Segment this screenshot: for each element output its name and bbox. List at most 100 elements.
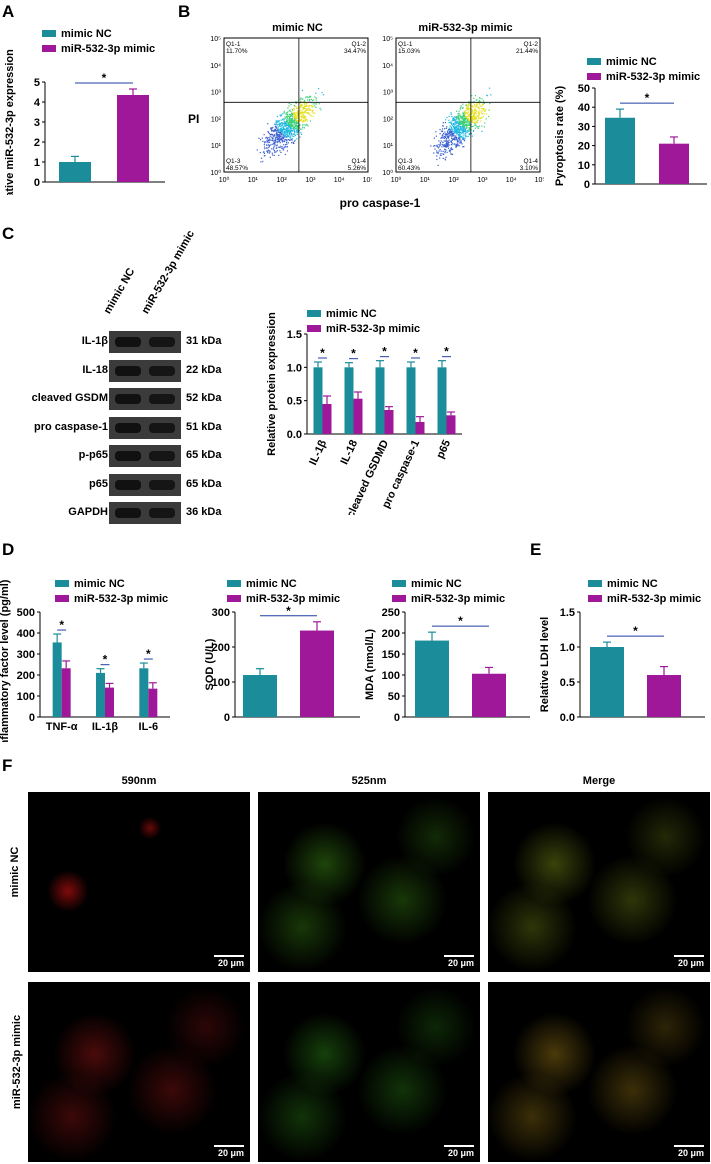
plot-frame bbox=[223, 37, 369, 173]
legend-label-mimic: miR-532-3p mimic bbox=[411, 593, 505, 605]
significance-star: * bbox=[645, 91, 650, 105]
legend-swatch-nc bbox=[392, 580, 406, 587]
legend-swatch-nc bbox=[307, 310, 321, 317]
flow-ylabel: PI bbox=[188, 112, 200, 126]
legend-label-nc: mimic NC bbox=[411, 578, 462, 590]
x-tick-label: 10⁵ bbox=[535, 177, 544, 184]
bar bbox=[415, 422, 425, 434]
quadrant-label: Q1-3 bbox=[226, 158, 241, 165]
bar bbox=[605, 117, 635, 184]
quadrant-value: 5.26% bbox=[348, 165, 367, 172]
x-tick-label: 10² bbox=[277, 177, 288, 184]
panel-letter-f: F bbox=[2, 756, 13, 775]
y-tick-label: 200 bbox=[382, 628, 400, 640]
bar bbox=[590, 647, 624, 717]
x-tick-label: 10⁰ bbox=[391, 176, 402, 184]
y-tick-label: 10⁵ bbox=[382, 36, 393, 43]
quadrant-label: Q1-1 bbox=[398, 41, 413, 48]
y-tick-label: 10¹ bbox=[211, 143, 222, 150]
significance-star: * bbox=[102, 71, 107, 85]
wb-row-label: p65 bbox=[89, 477, 108, 490]
y-tick-label: 2 bbox=[34, 137, 40, 149]
y-axis-label: Relative LDH level bbox=[540, 617, 551, 712]
flow-plot-mimic: Q1-115.03%Q1-221.44%Q1-360.43%Q1-43.10%1… bbox=[382, 36, 544, 184]
scale-bar bbox=[444, 1145, 474, 1147]
y-tick-label: 1.0 bbox=[287, 362, 302, 374]
y-tick-label: 100 bbox=[212, 677, 230, 689]
y-tick-label: 10³ bbox=[383, 90, 394, 97]
scale-label: 20 μm bbox=[217, 1148, 244, 1158]
quadrant-label: Q1-4 bbox=[352, 158, 367, 165]
wb-band bbox=[108, 358, 182, 383]
bar bbox=[96, 672, 105, 717]
y-tick-label: 400 bbox=[17, 628, 35, 640]
wb-band bbox=[108, 387, 182, 411]
y-tick-label: 0.5 bbox=[560, 677, 575, 689]
panel-letter-e: E bbox=[530, 540, 542, 559]
flow-plot-nc: Q1-111.70%Q1-234.47%Q1-348.57%Q1-45.26%1… bbox=[210, 36, 372, 184]
legend-label-nc: mimic NC bbox=[61, 28, 112, 40]
quadrant-label: Q1-2 bbox=[352, 41, 367, 48]
wb-kda-label: 31 kDa bbox=[186, 335, 222, 347]
legend-swatch-mimic bbox=[587, 73, 601, 80]
y-tick-label: 300 bbox=[17, 649, 35, 661]
bar bbox=[446, 415, 456, 434]
legend-swatch-nc bbox=[588, 580, 602, 587]
y-tick-label: 0 bbox=[584, 179, 590, 191]
legend-swatch-nc bbox=[587, 58, 601, 65]
significance-star: * bbox=[351, 347, 356, 361]
legend-label-nc: mimic NC bbox=[246, 578, 297, 590]
y-tick-label: 10⁰ bbox=[210, 169, 221, 177]
y-tick-label: 200 bbox=[212, 642, 230, 654]
chart-e: mimic NC miR-532-3p mimic 0.0 0.5 1.0 1.5 Rela… bbox=[540, 578, 705, 724]
y-tick-label: 150 bbox=[382, 649, 400, 661]
micro-image: 20 μm bbox=[258, 982, 480, 1162]
y-tick-label: 0 bbox=[394, 712, 400, 724]
y-tick-label: 10 bbox=[578, 160, 590, 172]
wb-kda-label: 22 kDa bbox=[186, 363, 222, 376]
y-tick-label: 50 bbox=[578, 83, 590, 95]
bar bbox=[344, 367, 354, 434]
wb-band bbox=[108, 501, 182, 525]
bar bbox=[659, 143, 689, 184]
bar bbox=[117, 95, 149, 182]
wb-lane-label-mimic: miR-532-3p mimic bbox=[139, 228, 198, 316]
quadrant-value: 3.10% bbox=[520, 165, 539, 172]
y-tick-label: 250 bbox=[382, 607, 400, 619]
quadrant-value: 34.47% bbox=[344, 48, 366, 55]
y-tick-label: 1.5 bbox=[287, 329, 302, 341]
y-tick-label: 0.5 bbox=[287, 396, 302, 408]
panel-letter-d: D bbox=[2, 540, 15, 559]
y-tick-label: 100 bbox=[17, 691, 35, 703]
y-tick-label: 10² bbox=[383, 116, 394, 123]
legend-label-mimic: miR-532-3p mimic bbox=[326, 323, 420, 335]
legend-label-nc: mimic NC bbox=[74, 578, 125, 590]
bar bbox=[300, 630, 334, 717]
significance-star: * bbox=[103, 653, 108, 667]
x-tick-label: 10¹ bbox=[248, 177, 259, 184]
bar bbox=[472, 673, 506, 717]
micro-col-525: 525nm bbox=[351, 775, 387, 787]
y-tick-label: 20 bbox=[578, 141, 590, 153]
significance-star: * bbox=[320, 346, 325, 360]
wb-row-label: IL-18 bbox=[82, 363, 108, 376]
legend-label-mimic: miR-532-3p mimic bbox=[74, 593, 168, 605]
flow-title-nc: mimic NC bbox=[272, 22, 323, 34]
wb-kda-label: 52 kDa bbox=[186, 392, 222, 404]
significance-star: * bbox=[382, 345, 387, 359]
legend-label-mimic: miR-532-3p mimic bbox=[607, 593, 701, 605]
chart-d3: mimic NC miR-532-3p mimic 0 50 100 150 200 250 M… bbox=[365, 578, 530, 724]
chart-d2: mimic NC miR-532-3p mimic 0 100 200 300 SOD (U… bbox=[205, 578, 360, 724]
x-tick-label: 10² bbox=[449, 177, 460, 184]
x-tick-label: 10⁴ bbox=[506, 177, 517, 184]
flow-title-mimic: miR-532-3p mimic bbox=[418, 22, 513, 34]
y-tick-label: 500 bbox=[17, 607, 35, 619]
legend-swatch-mimic bbox=[392, 595, 406, 602]
scale-bar bbox=[674, 1145, 704, 1147]
y-tick-label: 0.0 bbox=[560, 712, 575, 724]
scale-label: 20 μm bbox=[217, 958, 244, 968]
bar bbox=[322, 404, 332, 434]
y-axis-label: MDA (nmol/L) bbox=[365, 629, 376, 700]
legend-label-mimic: miR-532-3p mimic bbox=[61, 43, 155, 55]
x-tick-label: IL-1β bbox=[92, 721, 119, 733]
